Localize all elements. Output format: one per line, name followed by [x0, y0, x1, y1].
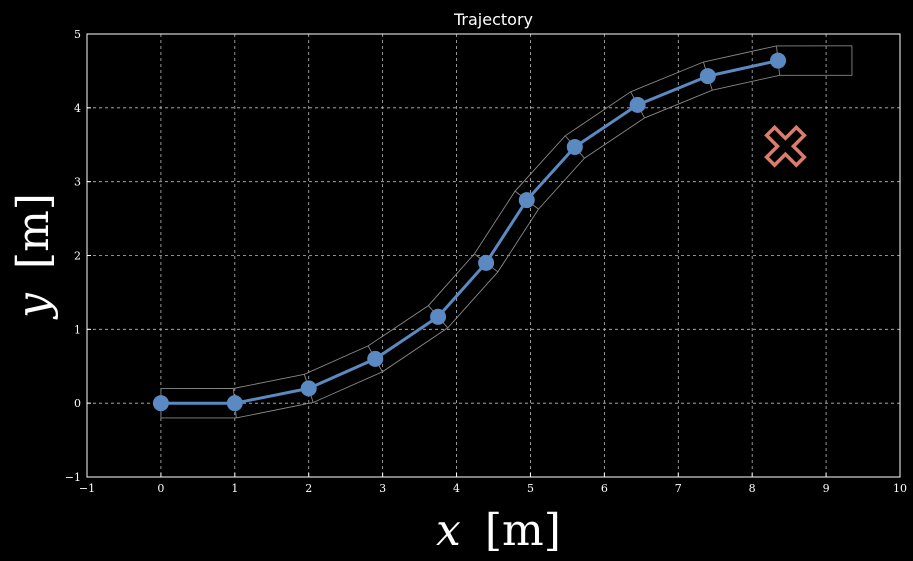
y-tick-label: 2: [74, 250, 81, 263]
x-axis-label: x [m]: [436, 505, 561, 556]
y-tick-label: 5: [74, 28, 81, 41]
y-tick-label: −1: [65, 471, 81, 484]
y-axis-unit: [m]: [8, 193, 59, 269]
grid-lines: [87, 34, 900, 477]
trajectory-point: [478, 254, 495, 271]
trajectory-series: [152, 52, 787, 412]
x-tick-label: 9: [823, 482, 830, 495]
corridor-lower-edge: [160, 45, 853, 389]
corridor-upper-edge: [160, 74, 852, 419]
chart-title: Trajectory: [453, 10, 533, 29]
x-tick-label: 7: [675, 482, 682, 495]
y-axis-variable: y: [8, 292, 59, 320]
trajectory-point: [770, 52, 787, 69]
x-tick-label: 0: [157, 482, 164, 495]
trajectory-point: [430, 308, 447, 325]
y-tick-label: 4: [74, 102, 81, 115]
x-tick-label: 2: [305, 482, 312, 495]
x-axis-unit: [m]: [485, 505, 561, 556]
x-axis-variable: x: [436, 505, 461, 556]
y-axis-label: y [m]: [8, 193, 59, 320]
axis-ticks: −1 0 1 2 3 4 5 6 7 8 9 10 −1 0 1 2 3 4 5: [65, 28, 907, 495]
trajectory-point: [300, 380, 317, 397]
y-tick-label: 0: [74, 397, 81, 410]
trajectory-point: [518, 192, 535, 209]
x-tick-label: 8: [749, 482, 756, 495]
trajectory-point: [566, 138, 583, 155]
target-x-marker: [764, 124, 807, 168]
x-tick-label: 6: [601, 482, 608, 495]
trajectory-point: [367, 350, 384, 367]
target-marker-group: [764, 124, 807, 168]
y-tick-label: 1: [74, 323, 81, 336]
x-tick-label: 1: [231, 482, 238, 495]
trajectory-point: [152, 395, 169, 412]
x-tick-label: 4: [453, 482, 460, 495]
y-tick-label: 3: [74, 176, 81, 189]
trajectory-point: [629, 96, 646, 113]
trajectory-point: [699, 68, 716, 85]
x-tick-label: 10: [893, 482, 907, 495]
x-tick-label: 3: [379, 482, 386, 495]
x-tick-label: −1: [79, 482, 95, 495]
trajectory-point: [226, 395, 243, 412]
x-tick-label: 5: [527, 482, 534, 495]
